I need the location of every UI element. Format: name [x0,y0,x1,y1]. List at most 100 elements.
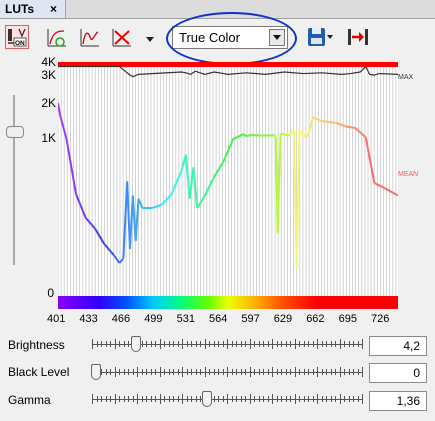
tab-label: LUTs [5,2,35,16]
svg-text:ON: ON [15,40,25,47]
y-tick-label: 2K [41,96,56,110]
slider-tick [209,369,210,375]
mean-segment [232,133,245,140]
slider-tick [267,341,269,347]
slider-tick [191,396,192,402]
mean-segment [222,138,235,162]
slider-tick [344,396,345,402]
lut-linear-button[interactable] [45,25,69,49]
on-off-toggle-button[interactable]: ON [5,25,29,49]
slider-tick [92,394,93,404]
slider-tick [150,396,152,402]
slider-tick [267,396,269,402]
slider-tick [308,341,309,347]
brightness-slider[interactable] [92,336,363,352]
slider-tick [177,396,179,402]
slider-tick [128,369,129,375]
slider-tick [312,396,314,402]
slider-tick [222,341,224,347]
dropdown-arrow-icon[interactable] [145,33,155,42]
slider-tick [348,341,350,347]
fit-range-button[interactable] [346,25,370,49]
slider-tick [321,396,323,402]
slider-tick [317,367,318,377]
black-level-handle[interactable] [91,364,101,380]
lut-curve-button[interactable] [78,25,102,49]
brightness-handle[interactable] [130,336,141,352]
slider-tick [119,369,120,375]
y-tick-label: 4K [41,55,56,69]
slider-tick [326,369,327,375]
slider-tick [123,396,125,402]
slider-tick [155,341,156,347]
slider-tick [335,369,336,375]
brightness-label: Brightness [8,338,65,352]
slider-tick [272,394,273,404]
close-icon[interactable]: × [50,2,58,16]
slider-tick [254,341,255,347]
save-icon [308,28,333,46]
histogram-zoom-handle[interactable] [6,126,24,138]
slider-tick [362,339,363,349]
slider-tick [141,369,143,375]
slider-tick [294,339,296,349]
slider-tick [101,369,102,375]
brightness-value[interactable]: 4,2 [369,336,427,356]
slider-tick [240,369,242,375]
slider-tick [312,341,314,347]
mean-segment [113,254,121,264]
tab-luts[interactable]: LUTs × [0,0,66,18]
slider-tick [348,369,350,375]
mean-segment [196,195,206,209]
slider-tick [168,341,170,347]
lut-curve-icon [80,29,99,47]
histogram-zoom-track[interactable] [13,95,15,265]
mean-segment [58,114,68,140]
mean-segment [192,167,199,209]
slider-tick [123,341,125,347]
slider-tick [285,369,287,375]
slider-tick [326,396,327,402]
slider-tick [245,341,246,347]
x-tick-label: 695 [338,313,357,325]
x-tick-label: 662 [306,313,325,325]
slider-tick [317,394,318,404]
gamma-slider[interactable] [92,391,363,407]
slider-tick [222,396,224,402]
slider-tick [159,339,161,349]
slider-tick [294,394,296,404]
x-tick-label: 629 [273,313,293,325]
slider-tick [276,396,278,402]
slider-tick [141,341,143,347]
slider-tick [164,369,165,375]
slider-tick [92,339,93,349]
mean-segment [273,134,277,139]
slider-tick [357,369,359,375]
mean-segment [137,198,144,209]
slider-tick [281,396,282,402]
mean-segment [307,117,314,137]
slider-tick [150,369,152,375]
mean-segment [298,128,306,138]
histogram-plot[interactable] [58,62,398,296]
slider-tick [164,341,165,347]
slider-tick [101,396,102,402]
slider-tick [177,369,179,375]
slider-tick [195,341,197,347]
gamma-value[interactable]: 1,36 [369,391,427,411]
slider-tick [128,341,129,347]
slider-tick [141,396,143,402]
slider-tick [263,369,264,375]
slider-tick [308,396,309,402]
black-level-slider[interactable] [91,364,363,380]
mean-segment [312,116,323,123]
save-button[interactable] [306,25,333,49]
slider-tick [267,369,269,375]
gamma-handle[interactable] [202,391,213,407]
y-tick-label: 0 [47,286,54,300]
slider-tick [164,396,165,402]
slider-tick [276,341,278,347]
black-level-value[interactable]: 0 [369,363,427,383]
slider-tick [105,341,107,347]
lut-reset-button[interactable] [110,25,134,49]
